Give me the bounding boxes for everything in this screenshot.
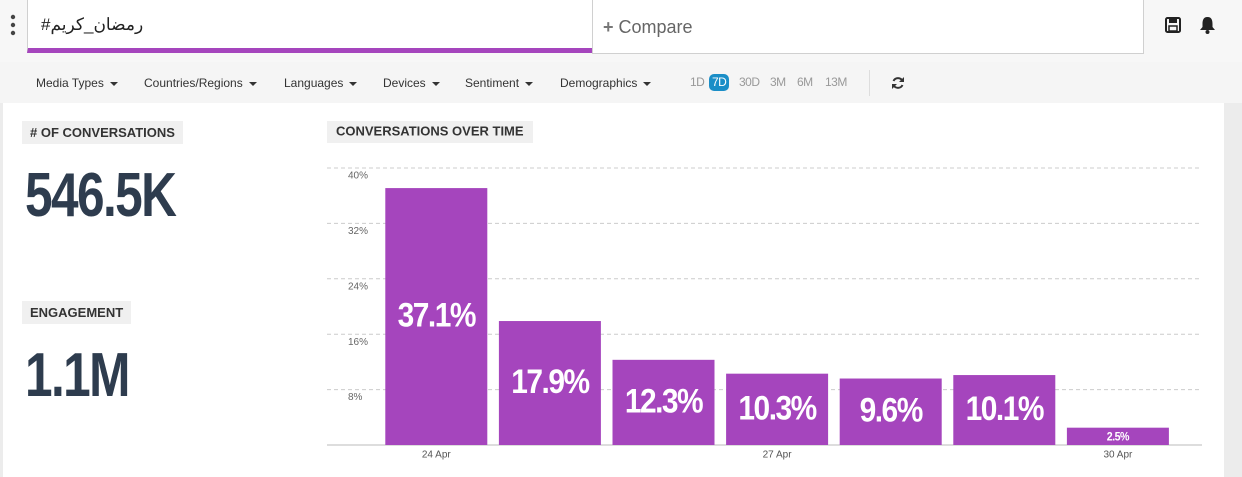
filter-dropdown[interactable]: Sentiment (465, 76, 533, 90)
y-tick-label: 8% (348, 392, 363, 403)
metric-value: 546.5K (25, 161, 177, 230)
x-tick-label: 30 Apr (1103, 450, 1133, 461)
y-tick-label: 32% (348, 226, 368, 237)
plus-icon: + (603, 17, 614, 37)
filter-dropdown[interactable]: Demographics (560, 76, 651, 90)
bar-label: 37.1% (398, 296, 476, 334)
bar (385, 188, 488, 445)
compare-box[interactable]: + Compare (592, 0, 1144, 54)
time-range[interactable]: 1D (690, 75, 705, 89)
bar (726, 373, 829, 445)
filter-dropdown[interactable]: Media Types (36, 76, 118, 90)
divider (869, 70, 870, 96)
bell-icon[interactable] (1199, 16, 1216, 34)
bar-label: 17.9% (511, 362, 589, 400)
search-query: #رمضان_كريم (41, 15, 144, 34)
refresh-icon[interactable] (891, 76, 905, 90)
bar-label: 2.5% (1107, 431, 1130, 444)
y-tick-label: 24% (348, 281, 368, 292)
save-icon[interactable] (1165, 17, 1181, 33)
filter-dropdown[interactable]: Countries/Regions (144, 76, 257, 90)
y-tick-label: 40% (348, 171, 368, 182)
bar (953, 375, 1056, 445)
time-range[interactable]: 30D (739, 75, 760, 89)
time-range[interactable]: 3M (770, 75, 786, 89)
y-tick-label: 16% (348, 337, 368, 348)
bar (498, 321, 601, 445)
x-tick-label: 24 Apr (422, 450, 452, 461)
filter-dropdown[interactable]: Languages (284, 76, 357, 90)
metric-label: # OF CONVERSATIONS (22, 121, 183, 144)
chart-title: CONVERSATIONS OVER TIME (336, 123, 524, 138)
filter-dropdown[interactable]: Devices (383, 76, 440, 90)
time-range[interactable]: 6M (797, 75, 813, 89)
metric-value: 1.1M (25, 341, 130, 410)
menu-button[interactable] (8, 14, 18, 36)
bar-label: 10.3% (738, 389, 816, 427)
bar-label: 12.3% (625, 382, 703, 420)
bar-label: 9.6% (860, 391, 923, 429)
bar-label: 10.1% (966, 389, 1044, 427)
metric-label: ENGAGEMENT (22, 301, 132, 324)
time-range[interactable]: 13M (825, 75, 847, 89)
chart-title-bg (327, 121, 533, 143)
time-range[interactable]: 7D (709, 74, 730, 91)
bar (1066, 427, 1169, 445)
bar (612, 359, 715, 445)
x-tick-label: 27 Apr (763, 450, 793, 461)
bar (839, 378, 942, 445)
compare-label: Compare (618, 17, 693, 37)
